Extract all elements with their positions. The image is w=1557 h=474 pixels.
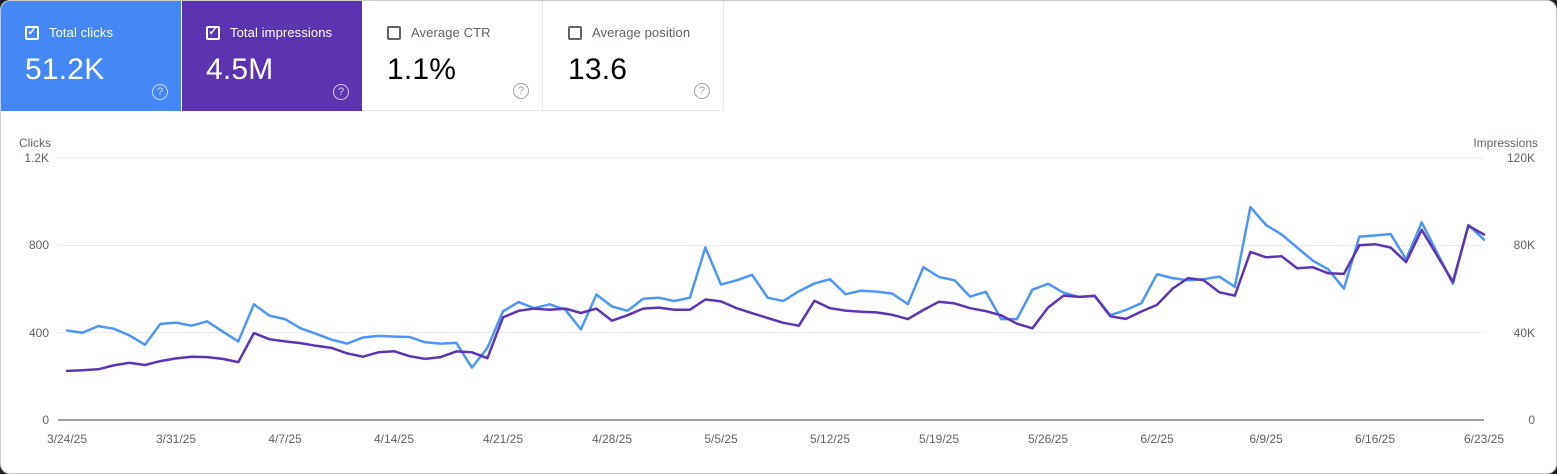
- y-axis-tick: 0: [42, 413, 49, 427]
- x-axis-tick: 5/26/25: [1027, 432, 1069, 446]
- average-position-value: 13.6: [568, 53, 628, 86]
- card-total-impressions[interactable]: Total impressions 4.5M ?: [182, 1, 362, 111]
- x-axis-tick: 6/16/25: [1354, 432, 1396, 446]
- gridlines: [58, 157, 1484, 421]
- x-axis-tick: 5/12/25: [809, 432, 851, 446]
- help-icon[interactable]: ?: [152, 84, 168, 100]
- average-ctr-value: 1.1%: [387, 53, 457, 86]
- metric-cards-row: Total clicks 51.2K ? Total impressions 4…: [1, 1, 724, 111]
- total-impressions-label: Total impressions: [230, 25, 333, 40]
- impressions-line[interactable]: [65, 224, 1486, 373]
- x-axis-tick: 3/31/25: [155, 432, 197, 446]
- total-impressions-value: 4.5M: [206, 53, 274, 86]
- x-axis-tick: 5/19/25: [918, 432, 960, 446]
- average-position-label: Average position: [592, 25, 691, 40]
- y-axis-tick: 800: [28, 238, 49, 253]
- total-clicks-checkbox[interactable]: [25, 25, 39, 40]
- x-axis-tick: 4/7/25: [268, 432, 302, 446]
- y-axis-tick: 1.2K: [24, 151, 49, 165]
- card-total-impressions-header: Total impressions: [206, 25, 362, 40]
- average-position-checkbox[interactable]: [568, 25, 582, 40]
- card-average-ctr-header: Average CTR: [387, 25, 542, 40]
- card-total-clicks[interactable]: Total clicks 51.2K ?: [1, 1, 181, 111]
- y-axis-tick: 120K: [1506, 151, 1535, 165]
- help-icon[interactable]: ?: [513, 83, 529, 99]
- help-icon[interactable]: ?: [333, 84, 349, 100]
- total-clicks-label: Total clicks: [49, 25, 114, 40]
- average-ctr-label: Average CTR: [411, 25, 491, 40]
- y-axis-tick: 80K: [1513, 238, 1535, 253]
- x-axis-tick: 6/9/25: [1249, 432, 1283, 446]
- left-axis-title: Clicks: [19, 136, 51, 150]
- y-axis-tick: 0: [1528, 413, 1535, 427]
- help-icon[interactable]: ?: [694, 83, 710, 99]
- total-clicks-value: 51.2K: [25, 53, 105, 86]
- card-average-position[interactable]: Average position 13.6 ?: [544, 1, 724, 111]
- x-axis-tick: 4/14/25: [373, 432, 415, 446]
- right-axis-title: Impressions: [1473, 136, 1538, 150]
- x-axis-tick: 6/23/25: [1463, 432, 1505, 446]
- y-axis-tick: 400: [28, 325, 49, 340]
- x-axis-tick: 5/5/25: [704, 432, 738, 446]
- x-axis-tick: 6/2/25: [1140, 432, 1174, 446]
- x-axis-tick: 4/28/25: [591, 432, 633, 446]
- clicks-line[interactable]: [65, 205, 1486, 369]
- average-ctr-checkbox[interactable]: [387, 25, 401, 40]
- card-average-position-header: Average position: [568, 25, 723, 40]
- x-axis-tick: 3/24/25: [46, 432, 88, 446]
- card-average-ctr[interactable]: Average CTR 1.1% ?: [363, 1, 543, 111]
- card-total-clicks-header: Total clicks: [25, 25, 181, 40]
- y-axis-tick: 40K: [1513, 325, 1535, 340]
- x-axis-tick: 4/21/25: [482, 432, 524, 446]
- total-impressions-checkbox[interactable]: [206, 25, 220, 40]
